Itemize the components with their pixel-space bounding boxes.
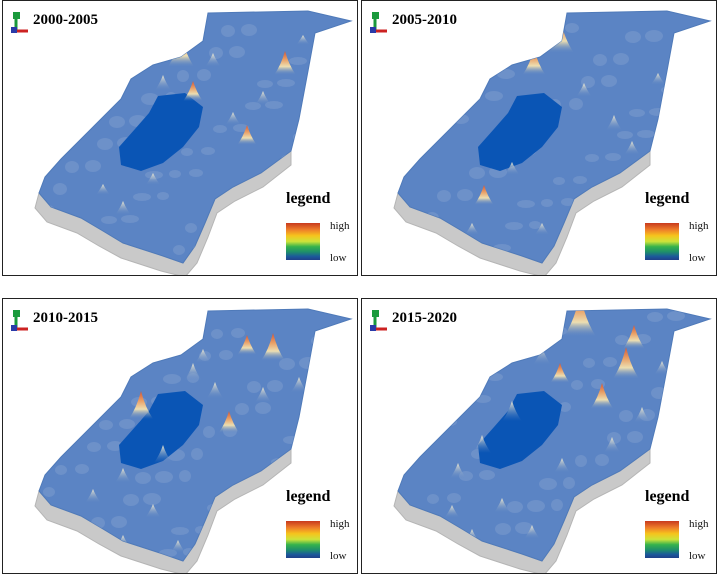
hotspot-peak bbox=[195, 349, 211, 363]
hotspot-peak bbox=[623, 325, 645, 349]
legend-color-bar bbox=[286, 223, 320, 260]
legend-title: legend bbox=[286, 488, 331, 505]
hotspot-peak bbox=[563, 309, 597, 337]
hotspot-peak bbox=[205, 53, 221, 67]
axis-orientation-icon bbox=[370, 12, 387, 33]
hotspot-peak bbox=[85, 489, 101, 503]
hotspot-peak bbox=[590, 383, 614, 409]
hotspot-peak bbox=[206, 382, 224, 399]
hotspot-peak bbox=[154, 75, 172, 91]
hotspot-peak bbox=[522, 49, 546, 75]
terrain-map bbox=[393, 10, 712, 275]
terrain-map bbox=[393, 308, 712, 573]
hotspot-peak bbox=[145, 504, 161, 518]
lake bbox=[478, 93, 562, 171]
period-title: 2005-2010 bbox=[392, 12, 457, 28]
hotspot-peak bbox=[474, 185, 494, 205]
hotspot-peak bbox=[605, 115, 623, 131]
hotspot-peak bbox=[254, 387, 272, 403]
legend-high-label: high bbox=[689, 518, 709, 530]
axis-orientation-icon bbox=[11, 12, 28, 33]
hotspot-peak bbox=[183, 363, 203, 381]
axis-orientation-icon bbox=[370, 310, 387, 331]
lake bbox=[478, 391, 562, 469]
hotspot-peak bbox=[576, 83, 592, 97]
lake bbox=[119, 391, 203, 469]
legend-high-label: high bbox=[330, 518, 350, 530]
legend-low-label: low bbox=[330, 550, 347, 562]
hotspot-peak bbox=[153, 445, 173, 463]
hotspot-peak bbox=[290, 377, 308, 393]
hotspot-peak bbox=[255, 91, 271, 105]
legend-high-label: high bbox=[330, 220, 350, 232]
legend-high-label: high bbox=[689, 220, 709, 232]
map-panel-2015-2020: 2015-2020 legend high low bbox=[361, 298, 717, 574]
hotspot-peak bbox=[603, 437, 621, 453]
hotspot-peak bbox=[504, 162, 520, 175]
legend-color-bar bbox=[286, 521, 320, 558]
legend-color-bar bbox=[645, 223, 679, 260]
hotspot-peak bbox=[115, 201, 131, 215]
hotspot-peak bbox=[274, 51, 296, 75]
legend-color-bar bbox=[645, 521, 679, 558]
hotspot-peak bbox=[237, 335, 257, 355]
map-panel-2010-2015: 2010-2015 legend high low bbox=[2, 298, 358, 574]
hotspot-peak bbox=[444, 505, 460, 518]
region-outline bbox=[38, 10, 353, 264]
hotspot-peak bbox=[464, 223, 480, 235]
terrain-map bbox=[34, 10, 353, 275]
legend-title: legend bbox=[286, 190, 331, 207]
period-title: 2010-2015 bbox=[33, 310, 98, 326]
hotspot-peak bbox=[502, 401, 522, 421]
hotspot-peak bbox=[524, 525, 540, 539]
hotspot-peak bbox=[612, 347, 640, 379]
hotspot-peak bbox=[654, 361, 670, 375]
hotspot-peak bbox=[493, 498, 511, 513]
hotspot-peak bbox=[95, 184, 111, 195]
hotspot-peak bbox=[128, 391, 154, 419]
legend-title: legend bbox=[645, 190, 690, 207]
hotspot-peak bbox=[449, 463, 467, 479]
legend-low-label: low bbox=[689, 252, 706, 264]
period-title: 2015-2020 bbox=[392, 310, 457, 326]
hotspot-peak bbox=[472, 435, 492, 453]
hotspot-peak bbox=[553, 458, 571, 473]
terrain-map bbox=[34, 308, 353, 573]
hotspot-peak bbox=[183, 81, 203, 101]
map-panel-2005-2010: 2005-2010 legend high low bbox=[361, 0, 717, 276]
map-panel-2000-2005: 2000-2005 legend high low bbox=[2, 0, 358, 276]
hotspot-peak bbox=[624, 141, 640, 155]
hotspot-peak bbox=[633, 407, 651, 423]
hotspot-peak bbox=[550, 363, 570, 383]
lake bbox=[119, 93, 203, 171]
region-outline bbox=[397, 10, 712, 264]
legend-low-label: low bbox=[689, 550, 706, 562]
hotspot-peak bbox=[534, 223, 550, 235]
period-title: 2000-2005 bbox=[33, 12, 98, 28]
hotspot-peak bbox=[114, 468, 132, 483]
axis-orientation-icon bbox=[11, 310, 28, 331]
hotspot-peak bbox=[225, 112, 241, 125]
hotspot-peak bbox=[532, 347, 552, 365]
hotspot-peak bbox=[237, 125, 257, 145]
hotspot-peak bbox=[650, 73, 666, 85]
hotspot-peak bbox=[218, 411, 240, 433]
hotspot-peak bbox=[296, 35, 310, 45]
hotspot-peak bbox=[145, 173, 161, 185]
legend-title: legend bbox=[645, 488, 690, 505]
legend-low-label: low bbox=[330, 252, 347, 264]
hotspot-peak bbox=[170, 540, 186, 553]
hotspot-peak bbox=[260, 333, 286, 361]
